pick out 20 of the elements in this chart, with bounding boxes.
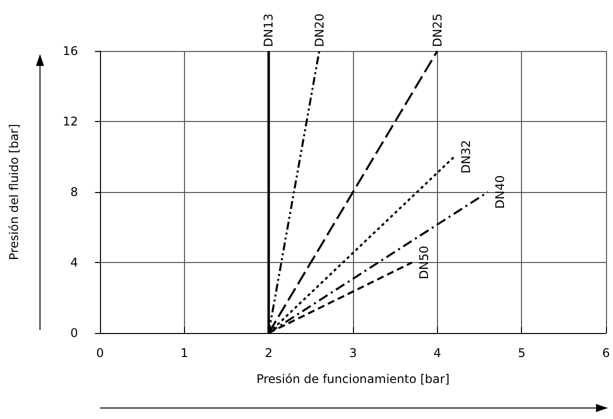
y-tick-label: 12 <box>62 114 78 128</box>
text: DN50 <box>417 246 432 280</box>
text: DN20 <box>312 14 326 47</box>
text: DN13 <box>262 14 276 47</box>
text: DN32 <box>459 140 474 174</box>
y-tick-label: 16 <box>62 44 78 58</box>
x-tick-label: 0 <box>96 346 104 360</box>
x-tick-label: 4 <box>434 346 442 360</box>
x-tick-label: 2 <box>264 346 272 360</box>
y-tick-label: 8 <box>70 185 78 199</box>
x-tick-label: 5 <box>518 346 526 360</box>
x-tick-label: 1 <box>180 346 188 360</box>
x-tick-label: 6 <box>602 346 610 360</box>
text: DN40 <box>492 175 507 209</box>
y-tick-label: 0 <box>70 326 78 340</box>
y-tick-label: 4 <box>70 256 78 270</box>
x-tick-label: 3 <box>349 346 357 360</box>
text: DN25 <box>430 14 444 47</box>
x-axis-title: Presión de funcionamiento [bar] <box>256 372 450 386</box>
y-axis-title: Presión del fluido [bar] <box>7 124 21 260</box>
